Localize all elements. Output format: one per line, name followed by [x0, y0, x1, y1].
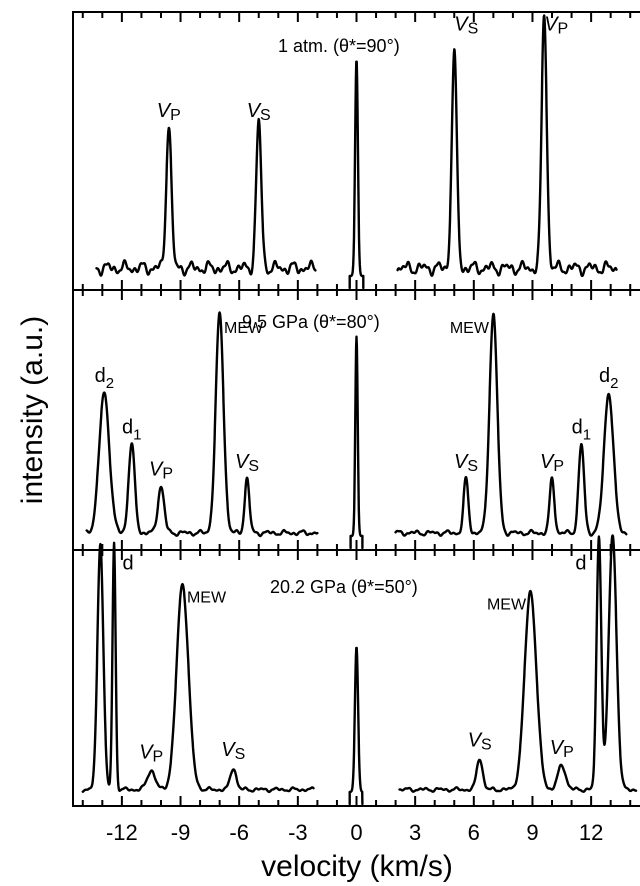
peak-label: VS [454, 14, 478, 38]
peak-label: d [123, 552, 134, 574]
peak-label: d2 [95, 365, 114, 392]
peak-label: VS [221, 739, 245, 763]
x-tick-label: 9 [526, 820, 538, 845]
panel-1-series-1 [95, 117, 317, 277]
panel-3-series-1 [81, 541, 315, 794]
x-tick-label: -12 [106, 820, 138, 845]
peak-label: d1 [572, 416, 591, 443]
peak-label: VP [550, 737, 574, 761]
peak-label: d1 [122, 416, 141, 443]
panel-2-title: 9.5 GPa (θ*=80°) [242, 312, 380, 332]
panel-2-series-3 [394, 312, 628, 537]
peak-label: VP [139, 742, 163, 766]
x-tick-label: -6 [229, 820, 249, 845]
x-axis-title: velocity (km/s) [261, 850, 453, 883]
panel-3-frame [72, 549, 640, 807]
spectra-series [81, 14, 638, 806]
panel-1-series-2 [348, 60, 365, 290]
peak-labels: VP VS VS VP d2 d1 VP MEW VS VS MEW VP d1 d2 d VP MEW VS VS… [95, 14, 619, 766]
x-tick-label: 6 [468, 820, 480, 845]
x-tick-label: -9 [171, 820, 191, 845]
peak-label: VS [247, 100, 271, 124]
panel-frames [72, 11, 640, 807]
peak-label: VP [544, 14, 568, 38]
peak-label: MEW [487, 597, 527, 614]
peak-label: d [575, 552, 586, 574]
x-tick-label: 3 [409, 820, 421, 845]
peak-label: VP [149, 458, 173, 482]
x-tick-label: 12 [579, 820, 603, 845]
panel-2-series-2 [349, 335, 364, 550]
peak-label: MEW [450, 320, 490, 337]
panel-1-series-3 [396, 14, 618, 278]
peak-label: VS [454, 451, 478, 475]
peak-label: VS [235, 451, 259, 475]
peak-label: VP [540, 451, 564, 475]
panel-3-series-3 [398, 534, 638, 793]
x-tick-label: -3 [288, 820, 308, 845]
peak-label: VS [468, 730, 492, 754]
x-tick-label: 0 [350, 820, 362, 845]
peak-label: MEW [224, 320, 264, 337]
peak-label: MEW [187, 589, 227, 606]
peak-label: VP [157, 100, 181, 124]
panel-3-series-2 [348, 646, 364, 806]
peak-label: d2 [599, 365, 618, 392]
x-ticks: -12 -9 -6 -3 0 3 6 9 12 [81, 12, 632, 845]
panel-3-title: 20.2 GPa (θ*=50°) [270, 577, 418, 597]
panel-1-title: 1 atm. (θ*=90°) [278, 36, 400, 56]
y-axis-title: intensity (a.u.) [16, 316, 49, 504]
panel-2-series-1 [85, 311, 319, 538]
